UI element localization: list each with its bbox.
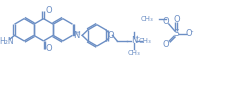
Text: N: N	[131, 36, 137, 45]
Text: O: O	[173, 15, 180, 24]
Text: CH₃: CH₃	[141, 16, 153, 22]
Text: O: O	[45, 44, 52, 53]
Text: -: -	[191, 28, 193, 34]
Text: H₂N: H₂N	[0, 37, 14, 46]
Text: O: O	[163, 17, 169, 26]
Text: O: O	[45, 6, 52, 15]
Text: CH₃: CH₃	[138, 38, 151, 44]
Text: +: +	[134, 35, 139, 40]
Text: O: O	[163, 40, 169, 49]
Text: O: O	[186, 29, 192, 38]
Text: H: H	[75, 31, 80, 36]
Text: N: N	[73, 31, 80, 40]
Text: O: O	[107, 31, 114, 40]
Text: S: S	[174, 29, 179, 38]
Text: CH₃: CH₃	[128, 50, 140, 56]
